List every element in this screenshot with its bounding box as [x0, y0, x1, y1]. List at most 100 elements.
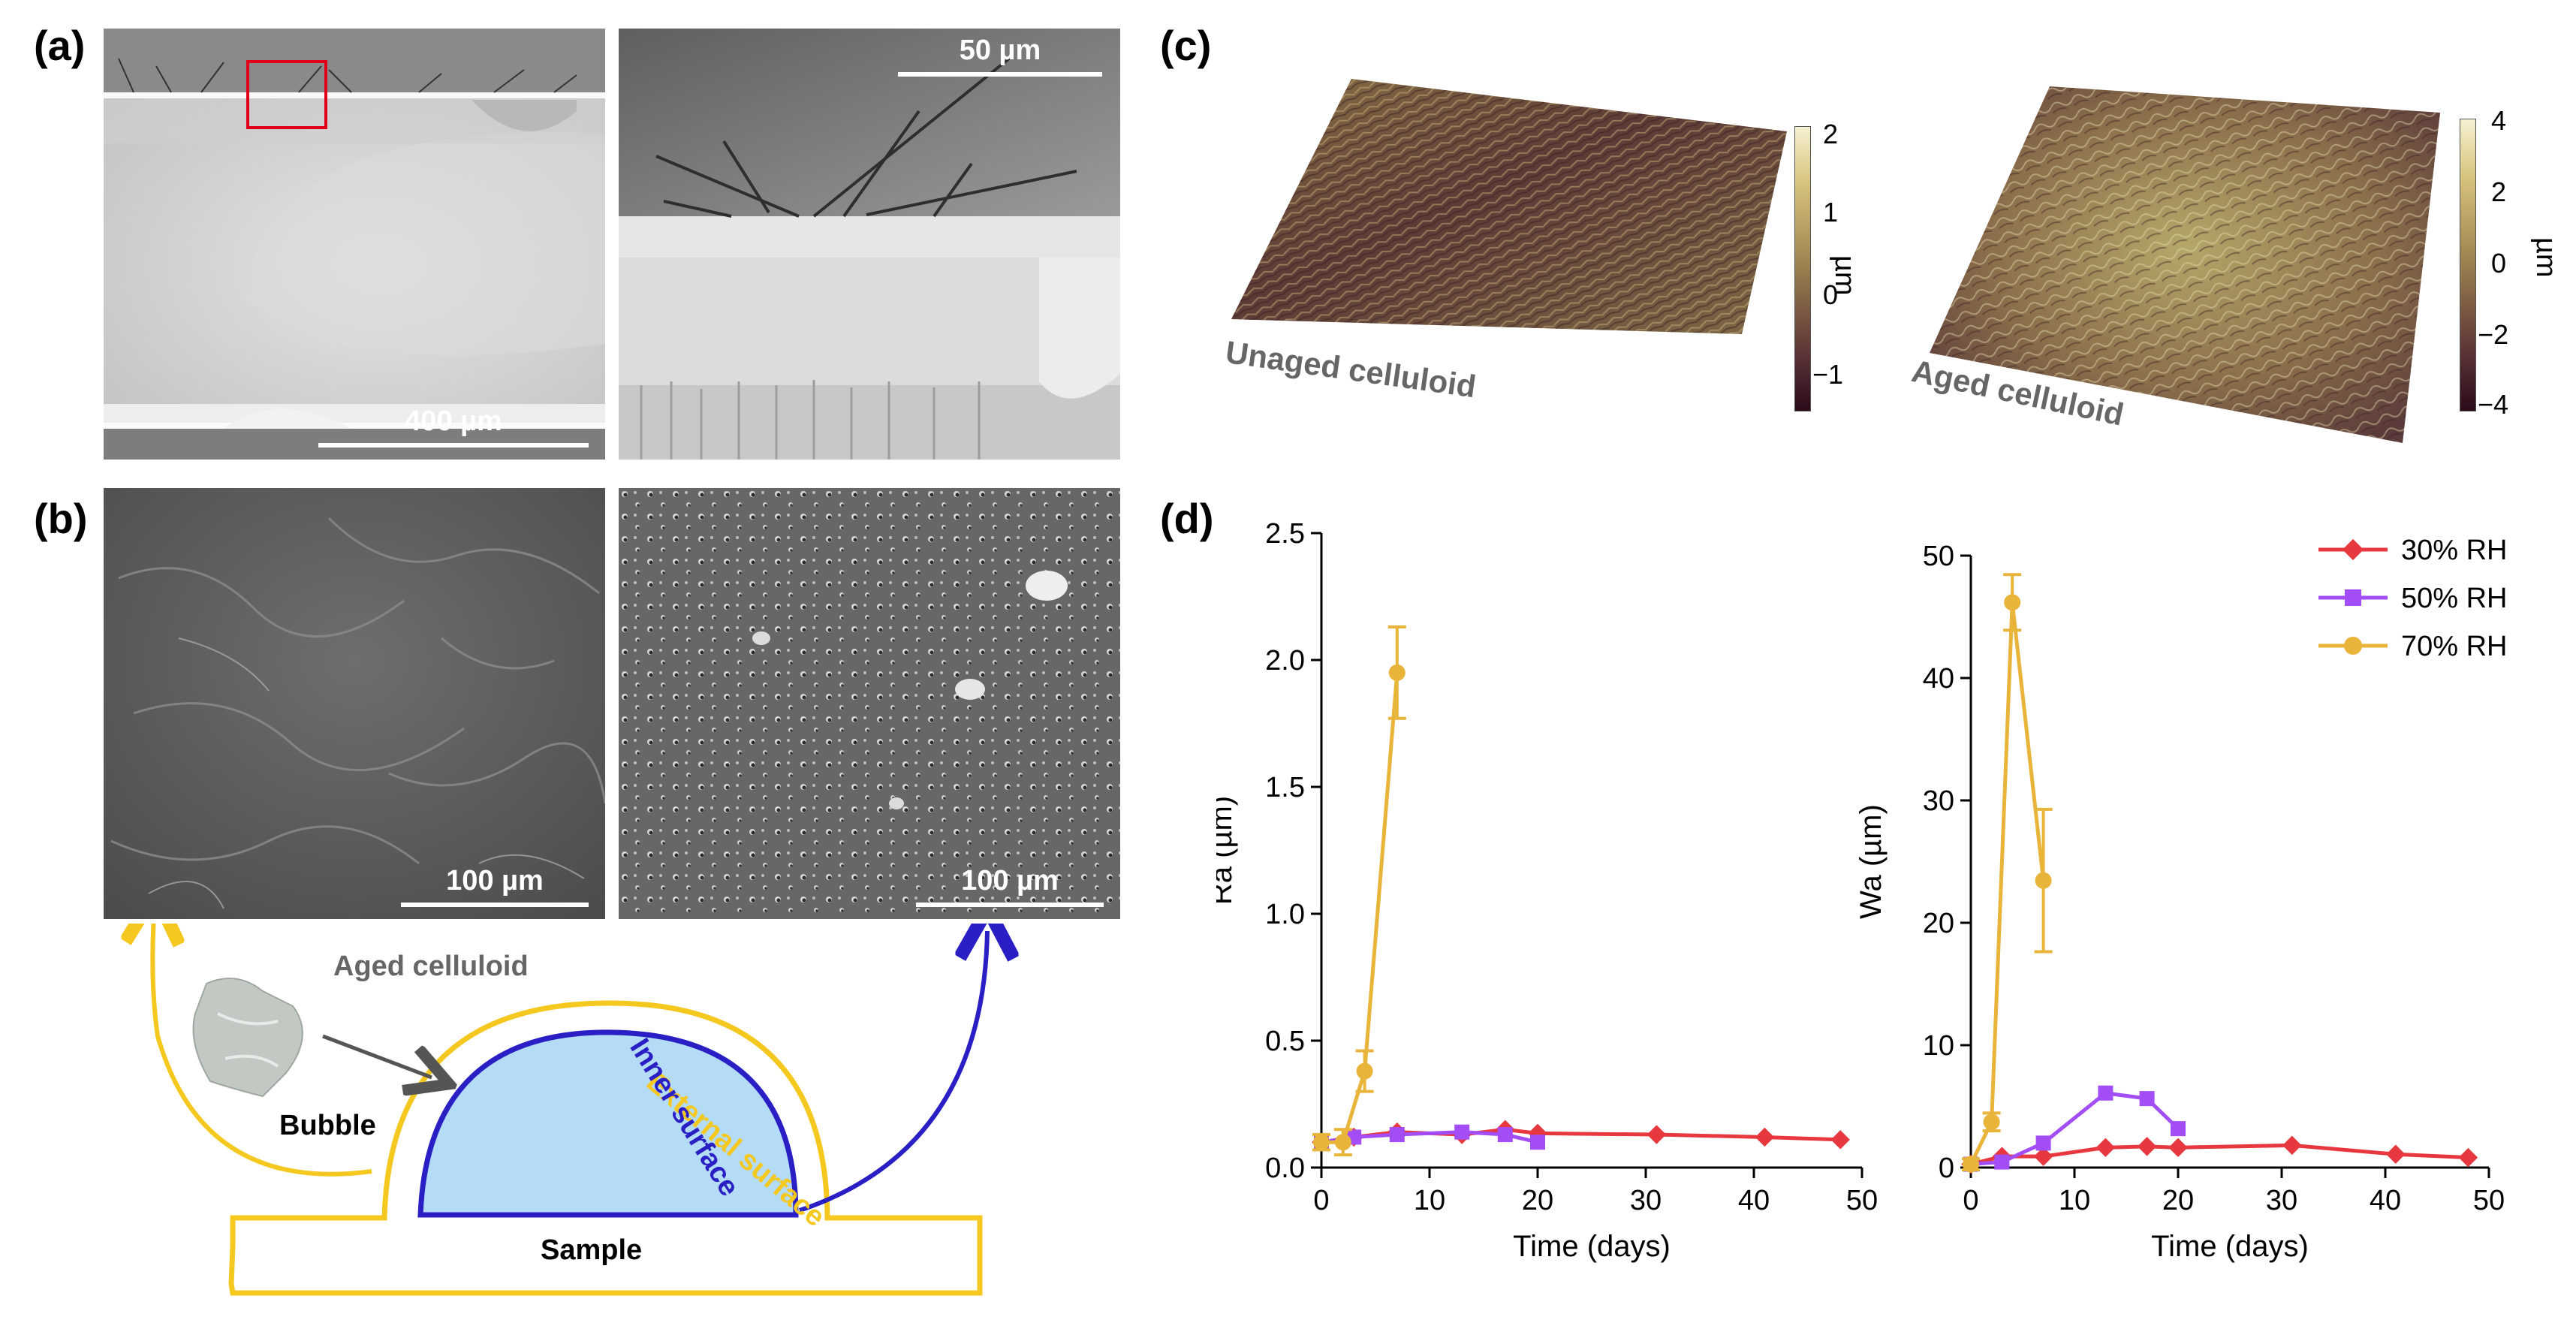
- data-point: [1497, 1127, 1513, 1143]
- y-tick-label: 1.5: [1265, 772, 1305, 803]
- data-point: [2171, 1121, 2186, 1137]
- x-tick-label: 30: [1630, 1185, 1662, 1216]
- data-point: [2035, 1135, 2051, 1151]
- x-tick-label: 50: [1846, 1185, 1878, 1216]
- data-point: [2282, 1135, 2302, 1156]
- colorbar-aged-unit: µm: [2530, 237, 2562, 278]
- data-point: [1530, 1135, 1545, 1150]
- colorbar-aged-tick: 0: [2491, 248, 2507, 279]
- series-line: [1969, 601, 2046, 1165]
- wa-chart: 0 10 20 30 40 50 0 10 20 30 40 50 Time (days) Wa (µm): [1854, 541, 2505, 1263]
- colorbar-aged-tick: −4: [2478, 389, 2509, 420]
- panel-b-label: (b): [34, 495, 88, 542]
- scale-bar: [318, 443, 589, 448]
- data-point: [2137, 1137, 2157, 1156]
- data-point: [1334, 1134, 1351, 1151]
- x-tick-label: 40: [1738, 1185, 1770, 1216]
- data-point: [1963, 1156, 1979, 1173]
- data-point: [2139, 1091, 2155, 1107]
- x-axis-label: Time (days): [1513, 1230, 1671, 1263]
- colorbar-unaged: [1794, 126, 1811, 411]
- scale-bar-label: 100 µm: [961, 865, 1059, 897]
- data-point: [2168, 1138, 2188, 1158]
- legend-70rh: 70% RH: [2401, 631, 2508, 662]
- x-tick-label: 10: [2059, 1185, 2090, 1216]
- y-tick-label: 40: [1923, 663, 1954, 695]
- colorbar-unaged-tick: 1: [1823, 197, 1839, 228]
- ra-chart: 0 10 20 30 40 50 0.0 0.5 1.0 1.5 2.0 2.5 Time (days)…: [1216, 518, 1878, 1263]
- data-point: [2035, 872, 2052, 889]
- legend-30rh: 30% RH: [2401, 535, 2508, 566]
- y-tick-label: 2.5: [1265, 518, 1305, 550]
- y-axis-label: Wa (µm): [1854, 804, 1888, 919]
- y-tick-label: 30: [1923, 785, 1954, 817]
- y-tick-label: 50: [1923, 541, 1954, 572]
- scale-bar-label: 400 µm: [405, 405, 502, 437]
- y-tick-label: 20: [1923, 908, 1954, 939]
- data-point: [1388, 664, 1406, 681]
- data-point: [2098, 1085, 2114, 1101]
- x-tick-label: 40: [2370, 1185, 2401, 1216]
- y-axis-label: Ra (µm): [1216, 796, 1238, 905]
- chart-legend: 30% RH 50% RH 70% RH: [2312, 526, 2568, 676]
- data-point: [1994, 1154, 2010, 1170]
- y-tick-label: 10: [1923, 1030, 1954, 1062]
- scale-bar-label: 50 µm: [959, 35, 1041, 66]
- data-point: [2386, 1144, 2406, 1164]
- scale-bar-label: 100 µm: [446, 865, 544, 897]
- pointer-arrow: [322, 1034, 432, 1077]
- panel-a-label: (a): [34, 22, 86, 69]
- scale-bar: [401, 903, 589, 907]
- panel-c-label: (c): [1160, 22, 1212, 69]
- data-point: [1389, 1127, 1405, 1143]
- x-axis-label: Time (days): [2151, 1230, 2309, 1263]
- bubble-inner: [417, 1029, 799, 1218]
- colorbar-unaged-tick: 0: [1823, 279, 1839, 310]
- legend-50rh: 50% RH: [2401, 583, 2508, 614]
- bubble-schematic: [98, 924, 1149, 1296]
- aged-celluloid-fragment: [192, 977, 303, 1098]
- y-tick-label: 0.5: [1265, 1026, 1305, 1057]
- data-point: [1647, 1125, 1667, 1144]
- afm-aged-surface: [1930, 86, 2440, 443]
- zoom-region-box: [246, 60, 327, 129]
- x-tick-label: 0: [1313, 1185, 1329, 1216]
- sem-inner-surface-image: 100 µm: [619, 488, 1120, 919]
- sample-outline: [228, 1000, 983, 1296]
- y-tick-label: 1.0: [1265, 899, 1305, 930]
- y-tick-label: 0: [1939, 1153, 1954, 1184]
- colorbar-unaged-tick: 2: [1823, 119, 1839, 149]
- sem-zoom-image: 50 µm: [619, 29, 1120, 460]
- data-point: [2458, 1147, 2478, 1168]
- series-line: [1321, 672, 1399, 1144]
- x-tick-label: 20: [1522, 1185, 1553, 1216]
- colorbar-aged: [2460, 119, 2476, 411]
- data-point: [1356, 1062, 1373, 1080]
- data-point: [1454, 1124, 1470, 1140]
- aged-celluloid-label: Aged celluloid: [333, 951, 529, 982]
- y-tick-label: 2.0: [1265, 645, 1305, 677]
- data-point: [1755, 1127, 1775, 1147]
- colorbar-unaged-tick: −1: [1812, 359, 1844, 390]
- data-point: [2095, 1138, 2116, 1158]
- data-point: [2033, 1147, 2053, 1166]
- x-tick-label: 30: [2266, 1185, 2297, 1216]
- colorbar-unaged-unit: µm: [1829, 255, 1860, 296]
- colorbar-aged-tick: 4: [2491, 105, 2507, 136]
- y-tick-label: 0.0: [1265, 1153, 1305, 1184]
- colorbar-aged-tick: −2: [2478, 319, 2509, 350]
- data-point: [1830, 1130, 1850, 1150]
- inner-surface-arrow: [799, 931, 987, 1213]
- data-point: [1313, 1134, 1330, 1151]
- colorbar-aged-tick: 2: [2491, 176, 2507, 207]
- x-tick-label: 10: [1414, 1185, 1445, 1216]
- scale-bar: [916, 903, 1104, 907]
- scale-bar: [898, 72, 1102, 77]
- bubble-label: Bubble: [279, 1110, 376, 1141]
- external-surface-arrow: [152, 924, 372, 1177]
- data-point: [1983, 1114, 2000, 1131]
- sem-cross-section-image: 400 µm: [104, 29, 605, 460]
- x-tick-label: 20: [2162, 1185, 2194, 1216]
- sem-outer-surface-image: 100 µm: [104, 488, 605, 919]
- data-point: [2004, 594, 2021, 611]
